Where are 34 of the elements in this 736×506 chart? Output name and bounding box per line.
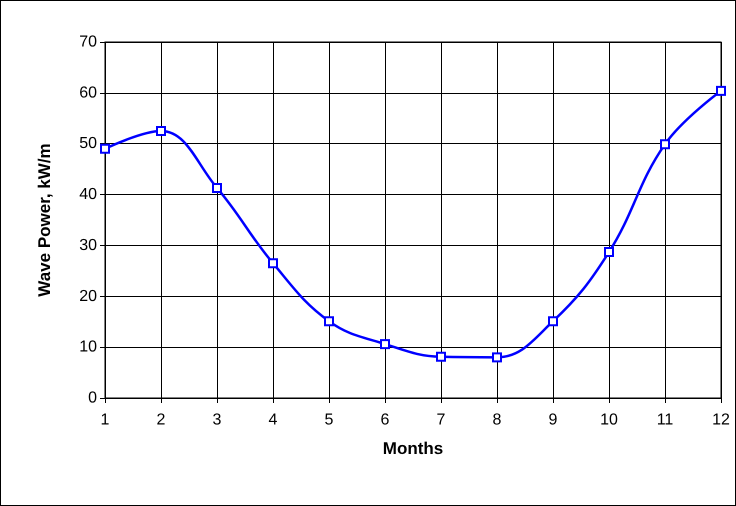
point [100,144,110,154]
x-axis-title: Months [382,439,444,458]
point [380,339,390,350]
y-tick-label: 0 [88,390,98,406]
x-tick-label: 7 [436,412,446,428]
point [268,258,278,268]
point [548,316,558,326]
point [492,352,502,362]
x-tick-label: 10 [600,412,618,428]
point [660,139,670,150]
point [436,352,446,362]
x-tick-label: 11 [656,412,674,428]
point [156,126,166,136]
x-tick-label: 6 [380,412,390,428]
x-tick-label: 4 [268,412,278,428]
y-tick-label: 40 [79,186,98,204]
y-tick-label: 60 [79,84,98,102]
x-tick-label: 12 [712,412,730,428]
x-tick-label: 9 [548,412,558,428]
point [324,316,334,326]
y-tick-label: 70 [79,34,98,50]
y-tick-label: 50 [79,135,98,152]
x-tick-label: 1 [100,412,110,428]
y-tick-label: 20 [79,288,98,305]
y-tick-label: 10 [79,338,98,356]
y-tick-label: 30 [79,236,98,254]
point [212,182,222,193]
point [604,247,614,258]
x-tick-label: 5 [324,412,334,428]
x-tick-label: 8 [492,412,502,428]
x-tick-label: 2 [156,412,166,428]
point [716,86,726,96]
x-tick-label: 3 [212,412,222,428]
y-axis-title: Wave Power, kW/m [35,143,54,297]
